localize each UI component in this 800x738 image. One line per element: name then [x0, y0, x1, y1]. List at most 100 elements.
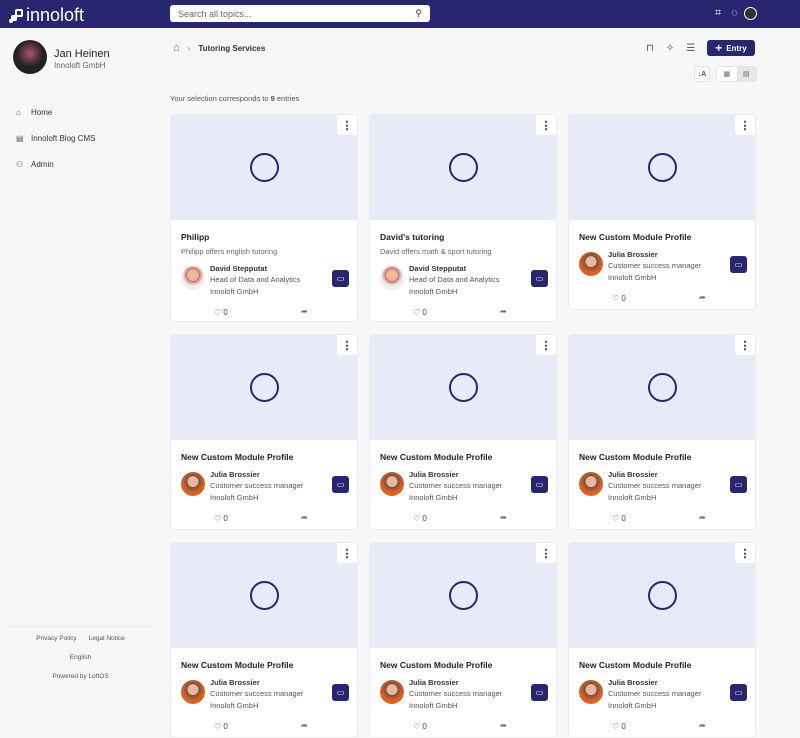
scan-icon[interactable]: ⌗	[715, 7, 722, 19]
user-lock-icon: ⚇	[16, 159, 24, 169]
avatar[interactable]	[380, 266, 404, 290]
share-icon[interactable]: ➦	[699, 293, 706, 302]
add-entry-button[interactable]: + Entry	[707, 40, 755, 56]
bookmark-icon[interactable]: ⊓	[646, 42, 654, 54]
card-contact: David Stepputat Head of Data and Analyti…	[370, 264, 556, 304]
card-title[interactable]: New Custom Module Profile	[380, 660, 493, 670]
more-options-icon[interactable]: ⋮	[536, 543, 556, 563]
card-contact: Julia Brossier Customer success manager …	[569, 470, 755, 510]
entry-card[interactable]: ⋮ New Custom Module Profile Julia Brossi…	[568, 334, 756, 530]
entry-card[interactable]: ⋮ New Custom Module Profile Julia Brossi…	[568, 114, 756, 310]
privacy-policy-link[interactable]: Privacy Policy	[36, 635, 77, 642]
avatar[interactable]	[579, 472, 603, 496]
message-button[interactable]: ▭	[730, 476, 747, 493]
contact-name[interactable]: Julia Brossier	[608, 678, 658, 687]
avatar[interactable]	[380, 472, 404, 496]
like-button[interactable]: ♡ 0	[413, 722, 427, 731]
contact-name[interactable]: Julia Brossier	[409, 678, 459, 687]
like-button[interactable]: ♡ 0	[612, 722, 626, 731]
message-button[interactable]: ▭	[332, 476, 349, 493]
entry-card[interactable]: ⋮ New Custom Module Profile Julia Brossi…	[568, 542, 756, 738]
like-button[interactable]: ♡ 0	[214, 514, 228, 523]
search-icon[interactable]: ⚲	[415, 8, 422, 18]
sidebar-footer: Privacy Policy Legal Notice English Power…	[8, 626, 153, 680]
message-button[interactable]: ▭	[531, 476, 548, 493]
share-icon[interactable]: ➦	[301, 721, 308, 730]
card-title[interactable]: New Custom Module Profile	[181, 452, 294, 462]
search-input[interactable]: Search all topics... ⚲	[170, 5, 430, 22]
card-title[interactable]: David's tutoring	[380, 232, 445, 242]
entry-card[interactable]: ⋮ Philipp Philipp offers english tutorin…	[170, 114, 358, 322]
entry-card[interactable]: ⋮ New Custom Module Profile Julia Brossi…	[170, 542, 358, 738]
contact-name[interactable]: Julia Brossier	[608, 470, 658, 479]
share-icon[interactable]: ➦	[301, 513, 308, 522]
more-options-icon[interactable]: ⋮	[536, 115, 556, 135]
grid-view-icon[interactable]: ▦	[717, 67, 737, 81]
list-view-icon[interactable]: ▤	[742, 71, 750, 78]
entry-card[interactable]: ⋮ New Custom Module Profile Julia Brossi…	[369, 542, 557, 738]
share-icon[interactable]: ➦	[699, 721, 706, 730]
like-button[interactable]: ♡ 0	[413, 308, 427, 317]
card-title[interactable]: New Custom Module Profile	[579, 232, 692, 242]
contact-name[interactable]: Julia Brossier	[210, 678, 260, 687]
share-icon[interactable]: ➦	[301, 307, 308, 316]
like-button[interactable]: ♡ 0	[214, 722, 228, 731]
card-title[interactable]: New Custom Module Profile	[579, 452, 692, 462]
share-icon[interactable]: ➦	[500, 721, 507, 730]
card-title[interactable]: New Custom Module Profile	[380, 452, 493, 462]
list-icon[interactable]: ☰	[686, 42, 696, 54]
contact-role: Customer success manager	[608, 481, 702, 490]
share-icon[interactable]: ➦	[500, 307, 507, 316]
message-button[interactable]: ▭	[332, 270, 349, 287]
entry-card[interactable]: ⋮ New Custom Module Profile Julia Brossi…	[369, 334, 557, 530]
heart-icon: ♡	[214, 308, 222, 317]
language-selector[interactable]: English	[69, 654, 92, 661]
contact-name[interactable]: David Stepputat	[409, 264, 467, 273]
heart-icon: ♡	[214, 514, 222, 523]
avatar[interactable]	[380, 680, 404, 704]
avatar[interactable]	[579, 680, 603, 704]
like-count: 0	[223, 308, 228, 317]
card-title[interactable]: New Custom Module Profile	[579, 660, 692, 670]
like-button[interactable]: ♡ 0	[413, 514, 427, 523]
brand-logo[interactable]: innoloft	[9, 5, 84, 26]
more-options-icon[interactable]: ⋮	[536, 335, 556, 355]
avatar[interactable]	[181, 266, 205, 290]
sidebar-item-blog-cms[interactable]: ▤ Innoloft Blog CMS	[16, 125, 95, 151]
more-options-icon[interactable]: ⋮	[337, 335, 357, 355]
avatar[interactable]	[181, 680, 205, 704]
like-button[interactable]: ♡ 0	[214, 308, 228, 317]
legal-notice-link[interactable]: Legal Notice	[88, 635, 125, 642]
like-button[interactable]: ♡ 0	[612, 294, 626, 303]
card-title[interactable]: Philipp	[181, 232, 210, 242]
card-image: ⋮	[569, 543, 755, 648]
chat-icon[interactable]: ◌	[731, 7, 738, 19]
share-icon[interactable]: ➦	[699, 513, 706, 522]
more-options-icon[interactable]: ⋮	[337, 543, 357, 563]
share-icon[interactable]: ➦	[500, 513, 507, 522]
card-title[interactable]: New Custom Module Profile	[181, 660, 294, 670]
more-options-icon[interactable]: ⋮	[735, 543, 755, 563]
sidebar-item-home[interactable]: ⌂ Home	[16, 99, 95, 125]
user-avatar[interactable]	[13, 40, 47, 74]
contact-name[interactable]: Julia Brossier	[409, 470, 459, 479]
avatar[interactable]	[181, 472, 205, 496]
sidebar-item-admin[interactable]: ⚇ Admin	[16, 151, 95, 177]
user-avatar-nav[interactable]	[744, 7, 757, 20]
more-options-icon[interactable]: ⋮	[735, 335, 755, 355]
entry-card[interactable]: ⋮ David's tutoring David offers math & s…	[369, 114, 557, 322]
contact-name[interactable]: Julia Brossier	[210, 470, 260, 479]
home-icon: ⌂	[16, 107, 21, 117]
sparkle-icon[interactable]: ✧	[665, 42, 675, 54]
sort-button[interactable]: ↓A	[694, 66, 710, 82]
more-options-icon[interactable]: ⋮	[337, 115, 357, 135]
home-icon[interactable]: ⌂	[173, 42, 180, 54]
contact-name[interactable]: Julia Brossier	[608, 250, 658, 259]
avatar[interactable]	[579, 252, 603, 276]
more-options-icon[interactable]: ⋮	[735, 115, 755, 135]
entry-card[interactable]: ⋮ New Custom Module Profile Julia Brossi…	[170, 334, 358, 530]
contact-name[interactable]: David Stepputat	[210, 264, 268, 273]
message-button[interactable]: ▭	[531, 270, 548, 287]
like-button[interactable]: ♡ 0	[612, 514, 626, 523]
message-button[interactable]: ▭	[730, 256, 747, 273]
